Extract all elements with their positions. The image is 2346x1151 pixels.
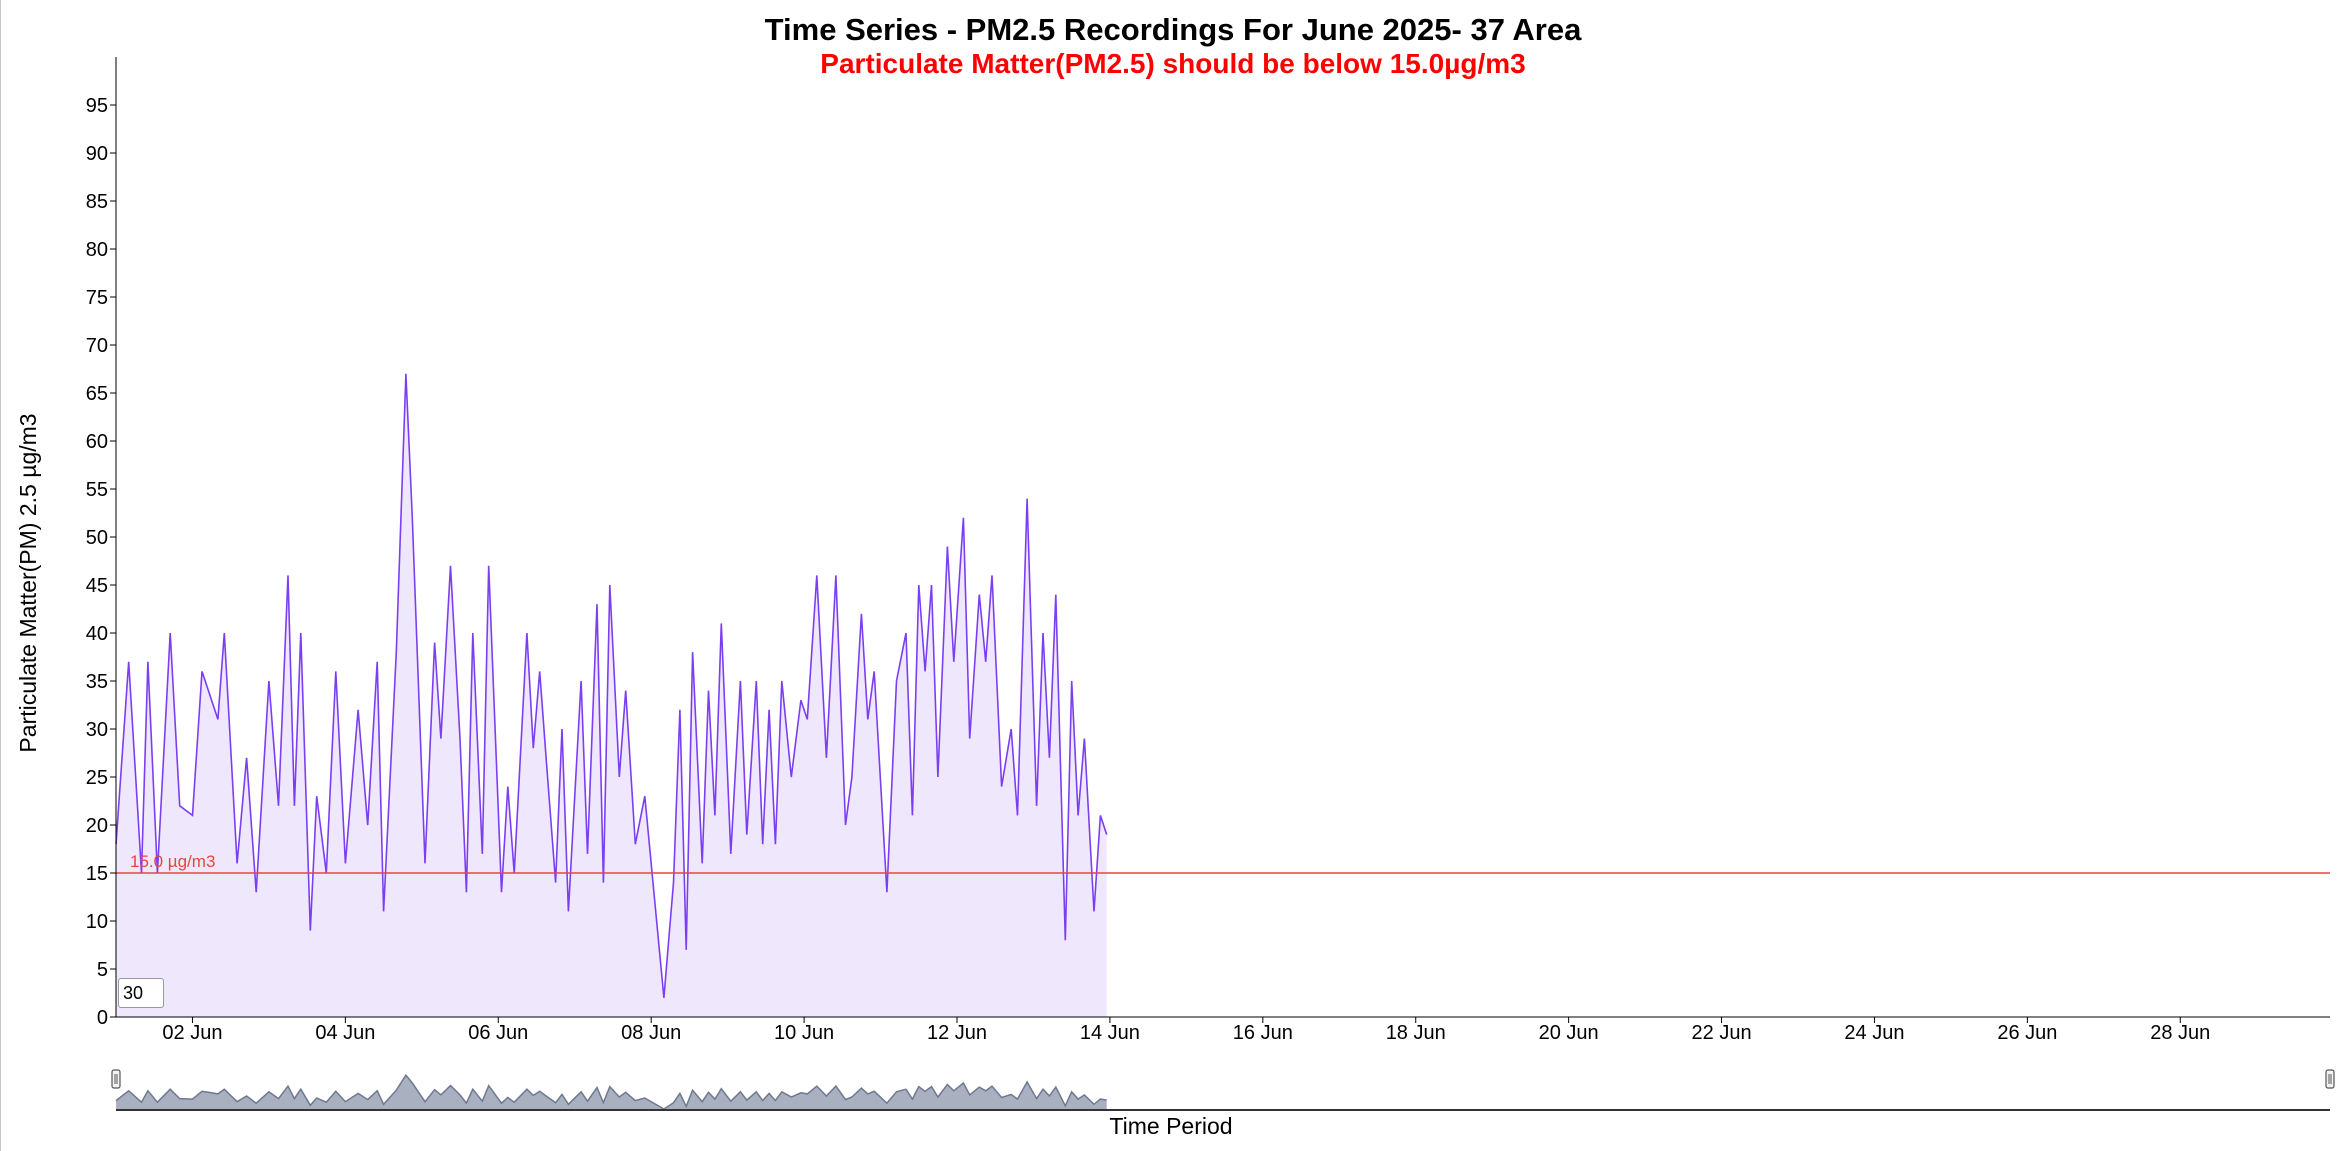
x-tick-label: 24 Jun <box>1844 1022 1904 1044</box>
y-tick-label: 65 <box>86 383 108 405</box>
range-navigator[interactable] <box>111 1050 2335 1112</box>
y-tick-label: 0 <box>97 1007 108 1029</box>
pm25-series-line <box>115 373 1108 998</box>
y-tick-label: 45 <box>86 575 108 597</box>
navigator-left-handle[interactable] <box>111 1069 121 1089</box>
zoom-level-input[interactable] <box>118 978 164 1008</box>
y-tick-label: 50 <box>86 527 108 549</box>
x-tick-label: 12 Jun <box>927 1022 987 1044</box>
navigator-line <box>115 1073 1107 1110</box>
y-tick-label: 75 <box>86 287 108 309</box>
chart-title: Time Series - PM2.5 Recordings For June … <box>764 12 1582 47</box>
y-axis-ticks: 0 5 10 15 20 25 30 35 40 45 50 55 60 65 70 75 80 85 90 95 <box>86 95 116 1029</box>
y-tick-label: 70 <box>86 335 108 357</box>
x-tick-label: 16 Jun <box>1233 1022 1293 1044</box>
x-tick-label: 20 Jun <box>1539 1022 1599 1044</box>
x-tick-label: 04 Jun <box>315 1022 375 1044</box>
x-tick-label: 14 Jun <box>1080 1022 1140 1044</box>
x-tick-label: 06 Jun <box>468 1022 528 1044</box>
y-tick-label: 25 <box>86 767 108 789</box>
y-tick-label: 90 <box>86 143 108 165</box>
plot-area: 15.0 µg/m3 <box>115 373 2330 1017</box>
left-border <box>0 0 1 1151</box>
y-tick-label: 85 <box>86 191 108 213</box>
x-tick-label: 26 Jun <box>1997 1022 2057 1044</box>
y-tick-label: 30 <box>86 719 108 741</box>
threshold-label: 15.0 µg/m3 <box>130 852 215 871</box>
navigator-area <box>116 1075 1107 1110</box>
y-tick-label: 5 <box>97 959 108 981</box>
y-tick-label: 55 <box>86 479 108 501</box>
x-tick-label: 28 Jun <box>2150 1022 2210 1044</box>
x-tick-label: 08 Jun <box>621 1022 681 1044</box>
x-tick-label: 22 Jun <box>1692 1022 1752 1044</box>
y-tick-label: 80 <box>86 239 108 261</box>
chart-subtitle: Particulate Matter(PM2.5) should be belo… <box>820 48 1526 79</box>
x-tick-label: 02 Jun <box>162 1022 222 1044</box>
y-axis-title: Particulate Matter(PM) 2.5 µg/m3 <box>15 413 41 752</box>
x-axis-ticks: 02 Jun 04 Jun 06 Jun 08 Jun 10 Jun 12 Jun 14 J… <box>162 1017 2210 1044</box>
x-tick-label: 10 Jun <box>774 1022 834 1044</box>
y-tick-label: 15 <box>86 863 108 885</box>
x-axis-title: Time Period <box>1109 1113 1232 1139</box>
y-tick-label: 35 <box>86 671 108 693</box>
y-tick-label: 20 <box>86 815 108 837</box>
y-tick-label: 10 <box>86 911 108 933</box>
y-tick-label: 95 <box>86 95 108 117</box>
navigator-right-handle[interactable] <box>2325 1069 2335 1089</box>
y-tick-label: 60 <box>86 431 108 453</box>
y-tick-label: 40 <box>86 623 108 645</box>
pm25-area-fill <box>116 373 1107 1017</box>
x-tick-label: 18 Jun <box>1386 1022 1446 1044</box>
